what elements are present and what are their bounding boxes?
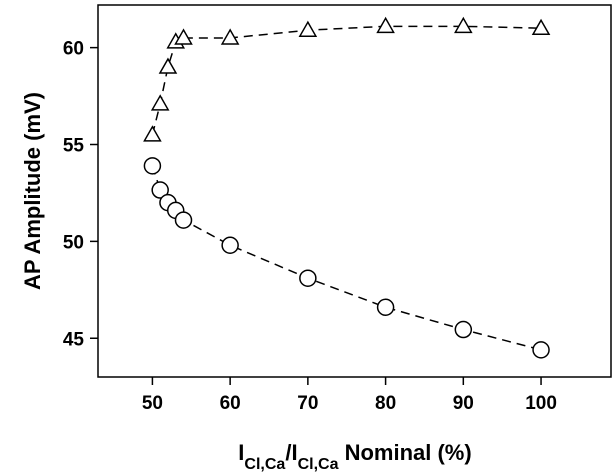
circle-marker [221,236,239,254]
circle-marker [376,298,395,316]
triangle-marker [531,18,551,35]
y-axis-label: AP Amplitude (mV) [20,92,45,290]
triangle-marker [220,28,240,45]
series-line [151,165,542,351]
triangle-marker [376,16,395,34]
plot-frame [97,4,612,378]
circle-marker [299,269,317,287]
x-tick-label: 70 [297,393,318,414]
y-tick-label: 55 [63,136,85,157]
x-label-part: I [238,440,244,465]
x-label-part: /I [285,440,297,465]
x-tick-label: 50 [142,393,163,414]
circle-marker [174,211,193,229]
triangle-marker [150,94,170,111]
triangle-marker [158,57,178,74]
circle-marker [454,320,473,339]
circle-marker [151,181,169,199]
x-tick-label: 60 [220,393,241,414]
triangle-marker [174,28,193,45]
x-label-part: Nominal (%) [338,440,471,465]
y-tick-label: 45 [63,329,85,350]
triangle-marker [298,20,318,37]
series-line [151,25,542,135]
x-axis-label: ICl,Ca/ICl,Ca Nominal (%) [238,440,471,472]
x-label-part: Cl,Ca [298,456,339,472]
triangle-marker [454,16,473,34]
x-tick-label: 80 [375,393,396,414]
triangle-marker [143,125,162,142]
x-tick-label: 100 [525,393,557,414]
y-tick-label: 50 [63,232,84,253]
circle-marker [532,341,550,359]
x-label-part: Cl,Ca [244,456,285,472]
y-tick-label: 60 [63,39,84,60]
circle-marker [143,157,162,175]
x-tick-label: 90 [453,393,474,414]
